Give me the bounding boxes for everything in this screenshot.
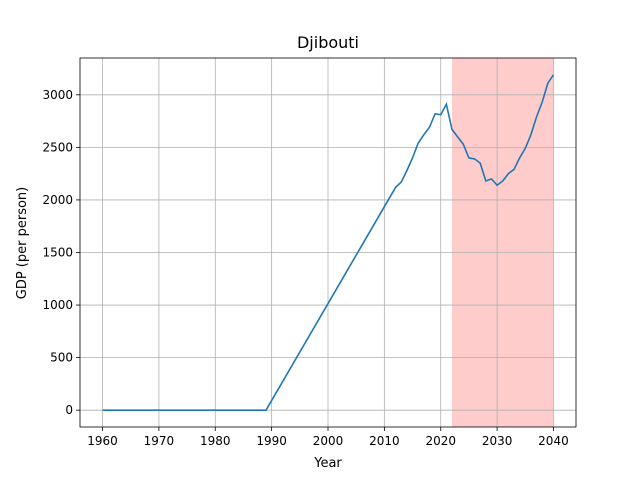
y-tick-label: 2500 [42, 140, 73, 154]
x-tick-label: 2030 [482, 434, 513, 448]
chart-title: Djibouti [297, 33, 359, 52]
y-tick-label: 2000 [42, 193, 73, 207]
x-tick-label: 1970 [144, 434, 175, 448]
y-tick-label: 1000 [42, 298, 73, 312]
x-tick-label: 2020 [425, 434, 456, 448]
x-tick-label: 1960 [87, 434, 118, 448]
x-axis-ticks: 1960 1970 1980 1990 2000 2010 2020 2030 2040 [87, 427, 569, 448]
x-tick-label: 1990 [256, 434, 287, 448]
y-tick-label: 500 [50, 351, 73, 365]
x-tick-label: 2040 [538, 434, 569, 448]
y-tick-label: 3000 [42, 88, 73, 102]
gdp-series-line [102, 74, 555, 411]
x-tick-label: 1980 [200, 434, 231, 448]
y-axis-ticks: 0 500 1000 1500 2000 2500 3000 [42, 88, 80, 417]
x-axis-label: Year [313, 456, 342, 471]
grid-lines [80, 58, 576, 427]
y-axis-label: GDP (per person) [15, 187, 30, 300]
x-tick-label: 2010 [369, 434, 400, 448]
y-tick-label: 1500 [42, 245, 73, 259]
x-tick-label: 2000 [313, 434, 344, 448]
y-tick-label: 0 [65, 403, 73, 417]
